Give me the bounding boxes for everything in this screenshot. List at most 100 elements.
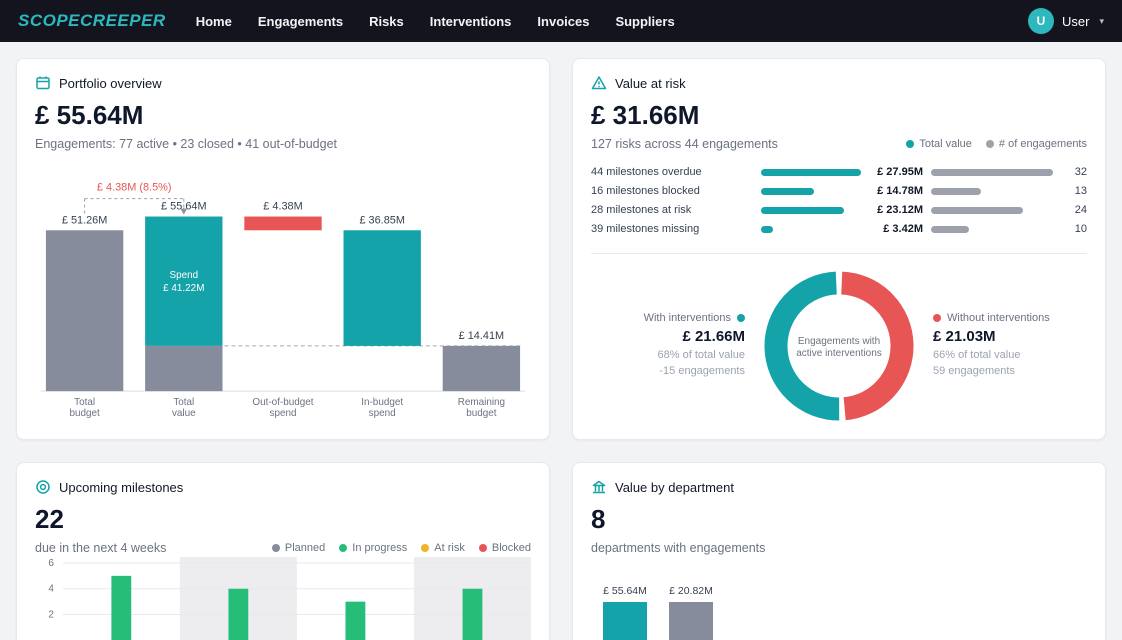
nav-item-engagements[interactable]: Engagements [257, 13, 344, 29]
building-icon [592, 480, 606, 494]
waterfall-bar-segment [145, 216, 223, 346]
risk-count-bar [931, 168, 1053, 176]
nav-item-suppliers[interactable]: Suppliers [615, 13, 675, 29]
subtitle-row: 127 risks across 44 engagements Total va… [591, 137, 1087, 151]
dept-bar-label: £ 55.64M [603, 584, 647, 597]
without-interventions-dot [933, 313, 941, 322]
waterfall-bar [45, 230, 124, 392]
svg-text:£ 36.85M: £ 36.85M [359, 214, 404, 226]
target-icon [36, 480, 50, 494]
without-interventions-block: Without interventions £ 21.03M 66% of to… [921, 312, 1087, 380]
portfolio-total: £ 55.64M [35, 100, 144, 130]
legend-label: # of engagements [998, 137, 1087, 150]
waterfall-bar [442, 345, 521, 392]
svg-text:4: 4 [48, 584, 54, 595]
risk-label: 39 milestones missing [591, 223, 700, 236]
app-logo[interactable]: SCOPECREEPER [18, 11, 166, 30]
risk-value-bar [761, 206, 861, 214]
waterfall-bar [343, 230, 421, 346]
departments-subtitle: departments with engagements [591, 540, 766, 555]
risk-count: 32 [1074, 166, 1087, 179]
departments-total: 8 [591, 504, 606, 534]
legend-dot [421, 543, 430, 552]
risk-value: £ 27.95M [877, 166, 923, 179]
donut-slice-with-interventions [764, 271, 840, 421]
svg-text:Total: Total [173, 397, 194, 408]
dept-bar [603, 601, 647, 640]
svg-text:active interventions: active interventions [796, 348, 882, 359]
svg-text:2: 2 [48, 609, 54, 620]
risk-count-bar [931, 206, 1053, 214]
waterfall-bar-segment [145, 345, 223, 392]
risk-value: £ 3.42M [883, 223, 923, 236]
nav-item-home[interactable]: Home [195, 13, 232, 29]
portfolio-subtitle: Engagements: 77 active • 23 closed • 41 … [35, 136, 338, 151]
svg-text:Total: Total [74, 397, 95, 408]
risk-value-bar [761, 187, 861, 195]
card-title: Value by department [615, 479, 734, 495]
with-interventions-count: -15 engagements [659, 364, 745, 377]
legend-item: In progress [339, 542, 407, 554]
without-interventions-count: 59 engagements [933, 364, 1015, 377]
value-at-risk-total: £ 31.66M [591, 100, 700, 130]
svg-text:In-budget: In-budget [361, 397, 403, 408]
svg-text:£ 14.41M: £ 14.41M [459, 330, 504, 342]
milestone-bar [111, 575, 132, 640]
risk-label: 28 milestones at risk [591, 204, 692, 217]
svg-text:£ 51.26M: £ 51.26M [62, 214, 107, 226]
svg-text:spend: spend [270, 408, 297, 419]
card-header: Value at risk [591, 75, 1087, 91]
svg-text:Out-of-budget: Out-of-budget [252, 397, 313, 408]
with-interventions-block: With interventions £ 21.66M 68% of total… [591, 312, 757, 380]
risk-table: 44 milestones overdue £ 27.95M 32 16 milest… [591, 163, 1087, 239]
card-title: Upcoming milestones [59, 479, 184, 495]
legend-label: In progress [352, 541, 408, 554]
risk-count: 13 [1074, 185, 1087, 198]
dashboard: Portfolio overview £ 55.64M Engagements:… [0, 42, 1122, 640]
dept-bar [669, 601, 713, 640]
legend-label: At risk [434, 541, 465, 554]
risk-value-bar [761, 225, 861, 233]
without-interventions-label: Without interventions [947, 311, 1050, 324]
legend-label: Blocked [491, 541, 531, 554]
departments-bar-chart: £ 55.64M £ 20.82M [591, 585, 1087, 640]
svg-text:spend: spend [369, 408, 396, 419]
milestone-bar [345, 601, 366, 640]
legend-dot [906, 139, 915, 148]
avatar[interactable]: U [1028, 8, 1055, 34]
legend-dot [339, 543, 348, 552]
milestone-bar [228, 588, 249, 640]
nav-menu: Home Engagements Risks Interventions Invoice… [196, 14, 675, 29]
svg-text:budget: budget [69, 408, 100, 419]
nav-item-interventions[interactable]: Interventions [429, 13, 512, 29]
legend-item: Planned [271, 542, 325, 554]
with-interventions-title: With interventions [591, 312, 745, 324]
donut-slice-without-interventions [840, 271, 914, 421]
user-name: User [1062, 13, 1090, 29]
risk-value: £ 23.12M [877, 204, 923, 217]
value-at-risk-card: Value at risk £ 31.66M 127 risks across … [572, 58, 1106, 440]
legend-dot [271, 543, 280, 552]
legend-dot [478, 543, 487, 552]
nav-item-risks[interactable]: Risks [369, 13, 404, 29]
svg-text:£ 41.22M: £ 41.22M [163, 283, 204, 294]
svg-text:value: value [172, 408, 196, 419]
risk-value-bar [761, 168, 861, 176]
legend-item: # of engagements [985, 137, 1087, 150]
card-title: Portfolio overview [59, 75, 162, 91]
navbar: SCOPECREEPER Home Engagements Risks Interve… [0, 0, 1122, 42]
risk-count-bar [931, 225, 1053, 233]
chevron-down-icon: ▾ [1099, 15, 1104, 26]
nav-item-invoices[interactable]: Invoices [537, 13, 590, 29]
milestones-total: 22 [35, 504, 64, 534]
legend-dot [985, 139, 994, 148]
with-interventions-label: With interventions [643, 311, 731, 324]
without-interventions-title: Without interventions [933, 312, 1087, 324]
svg-text:Remaining: Remaining [458, 397, 505, 408]
svg-text:Spend: Spend [169, 270, 198, 281]
legend-item: Blocked [478, 541, 531, 554]
card-header: Value by department [591, 479, 1087, 495]
svg-text:6: 6 [48, 558, 54, 569]
user-menu[interactable]: U User ▾ [1028, 8, 1104, 34]
